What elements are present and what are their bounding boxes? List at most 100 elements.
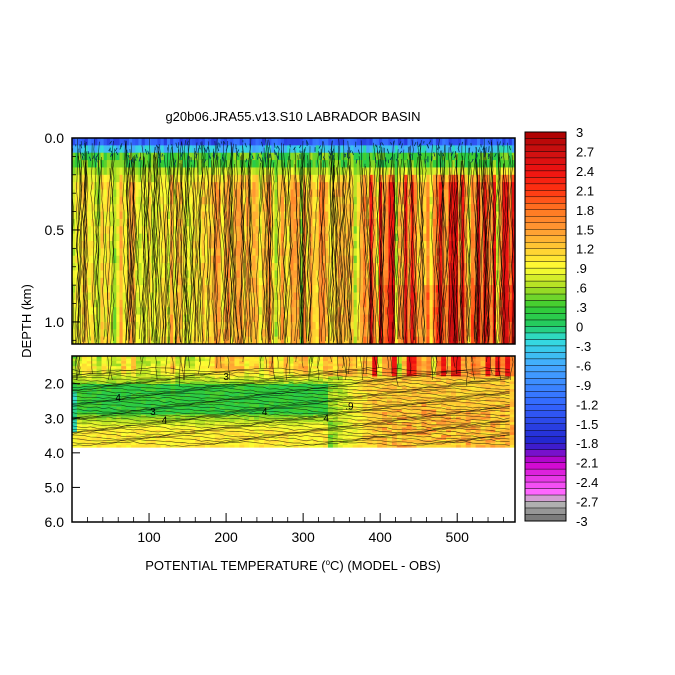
upper-cell <box>233 307 237 315</box>
upper-contour-line <box>82 151 88 342</box>
upper-cell <box>87 189 92 198</box>
upper-cell <box>141 196 146 205</box>
upper-cell <box>280 292 285 301</box>
upper-cell <box>290 248 294 257</box>
upper-cell <box>261 241 266 249</box>
lower-cell <box>121 389 127 393</box>
surface-contour-tick <box>488 140 490 145</box>
upper-cell <box>290 255 294 264</box>
upper-cell <box>166 241 171 249</box>
upper-cell <box>214 314 218 323</box>
upper-cell <box>328 329 332 338</box>
upper-cell <box>90 329 95 338</box>
upper-cell <box>451 145 456 154</box>
upper-cell <box>325 329 329 338</box>
upper-cell <box>439 196 443 205</box>
upper-cell <box>103 211 108 220</box>
upper-cell <box>505 307 510 315</box>
upper-cell <box>318 307 323 315</box>
upper-cell <box>388 285 392 293</box>
upper-cell <box>432 321 437 330</box>
upper-cell <box>217 233 222 242</box>
upper-cell <box>135 211 139 220</box>
upper-cell <box>242 299 247 308</box>
upper-contour-line <box>358 156 371 344</box>
upper-cell <box>359 321 364 330</box>
upper-cell <box>233 329 237 338</box>
upper-cell <box>394 292 399 301</box>
upper-cell <box>372 248 377 257</box>
upper-cell <box>325 241 329 249</box>
upper-cell <box>439 285 443 293</box>
upper-cell <box>94 314 98 323</box>
upper-cell <box>125 167 130 176</box>
upper-contour-line <box>320 141 326 342</box>
upper-cell <box>261 196 266 205</box>
lower-cell <box>111 442 117 446</box>
upper-cell <box>116 182 120 190</box>
upper-cell <box>220 314 225 323</box>
surface-contour-tick <box>245 158 248 163</box>
upper-cell <box>151 218 155 227</box>
upper-cell <box>287 204 291 212</box>
upper-cell <box>302 248 307 257</box>
upper-cell <box>350 182 355 190</box>
upper-cell <box>483 152 487 161</box>
upper-cell <box>128 182 133 190</box>
upper-cell <box>204 248 209 257</box>
lower-cell <box>126 356 132 359</box>
upper-contour-line <box>83 163 87 344</box>
upper-cell <box>252 160 256 168</box>
upper-cell <box>293 248 298 257</box>
upper-cell <box>413 189 418 198</box>
lower-cell <box>91 440 98 443</box>
upper-cell <box>312 307 317 315</box>
lower-cell <box>140 440 147 443</box>
upper-cell <box>423 138 427 146</box>
lower-cell <box>131 406 137 410</box>
upper-cell <box>439 182 443 190</box>
upper-cell <box>401 160 405 168</box>
upper-cell <box>284 336 288 344</box>
upper-cell <box>505 145 510 154</box>
upper-cell <box>87 211 92 220</box>
surface-contour-tick <box>409 154 412 158</box>
upper-cell <box>284 270 288 279</box>
upper-cell <box>353 241 358 249</box>
upper-cell <box>223 336 228 344</box>
upper-cell <box>81 167 86 176</box>
upper-cell <box>363 263 367 271</box>
upper-cell <box>157 174 161 183</box>
upper-cell <box>486 263 491 271</box>
lower-cell <box>131 376 137 380</box>
upper-cell <box>312 138 317 146</box>
upper-cell <box>223 307 228 315</box>
lower-cell <box>126 424 132 428</box>
upper-cell <box>255 182 260 190</box>
lower-cell <box>121 432 127 436</box>
upper-cell <box>94 263 98 271</box>
upper-cell <box>214 329 218 338</box>
upper-cell <box>106 182 111 190</box>
upper-contour-line <box>306 155 312 344</box>
upper-cell <box>274 204 279 212</box>
lower-cell <box>81 396 88 400</box>
upper-cell <box>508 314 513 323</box>
upper-cell <box>113 196 117 205</box>
upper-contour-line <box>474 158 479 344</box>
upper-cell <box>128 270 133 279</box>
lower-cell <box>96 361 102 365</box>
lower-cell <box>96 427 102 431</box>
upper-cell <box>141 174 146 183</box>
upper-cell <box>410 145 415 154</box>
upper-contour-line <box>81 141 88 342</box>
upper-cell <box>261 145 266 154</box>
upper-cell <box>189 285 193 293</box>
upper-cell <box>179 160 184 168</box>
upper-cell <box>356 226 361 235</box>
upper-cell <box>312 314 317 323</box>
surface-contour-tick <box>475 158 478 165</box>
lower-cell <box>145 389 152 393</box>
upper-cell <box>271 211 275 220</box>
upper-cell <box>94 285 98 293</box>
